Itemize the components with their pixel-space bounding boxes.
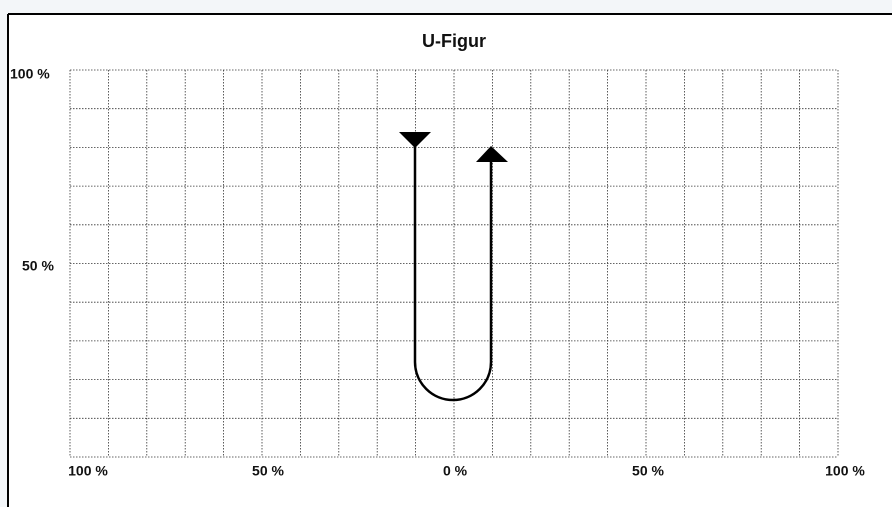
- x-label: 50 %: [252, 463, 284, 479]
- arrow-up: [476, 146, 508, 162]
- x-label: 100 %: [68, 463, 108, 479]
- arrow-down: [399, 132, 431, 148]
- title: U-Figur: [422, 31, 486, 51]
- x-label: 0 %: [443, 463, 468, 479]
- u-path: [413, 140, 493, 402]
- y-label: 50 %: [22, 258, 54, 274]
- x-label: 50 %: [632, 463, 664, 479]
- y-label: 100 %: [10, 66, 50, 82]
- panel: [8, 14, 892, 507]
- x-label: 100 %: [825, 463, 865, 479]
